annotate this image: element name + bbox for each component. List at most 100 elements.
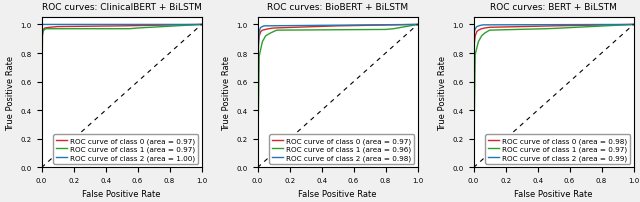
ROC curve of class 2 (area = 0.98): [255, 38, 262, 41]
Title: ROC curves: ClinicalBERT + BiLSTM: ROC curves: ClinicalBERT + BiLSTM: [42, 3, 202, 12]
ROC curve of class 0 (area = 0.97): [198, 24, 205, 26]
ROC curve of class 1 (area = 0.97): [486, 30, 493, 32]
ROC curve of class 0 (area = 0.97): [118, 25, 125, 28]
ROC curve of class 2 (area = 1.00): [38, 27, 46, 29]
ROC curve of class 0 (area = 0.97): [255, 36, 263, 38]
ROC curve of class 2 (area = 0.99): [630, 24, 637, 26]
ROC curve of class 0 (area = 0.98): [550, 25, 557, 28]
ROC curve of class 1 (area = 0.97): [125, 28, 134, 31]
ROC curve of class 1 (area = 0.97): [134, 28, 141, 30]
ROC curve of class 1 (area = 0.97): [470, 166, 477, 169]
ROC curve of class 0 (area = 0.97): [38, 36, 46, 38]
ROC curve of class 2 (area = 1.00): [38, 166, 45, 169]
ROC curve of class 0 (area = 0.97): [40, 30, 47, 32]
ROC curve of class 2 (area = 0.98): [255, 53, 262, 55]
ROC curve of class 1 (area = 0.97): [475, 41, 483, 44]
Line: ROC curve of class 0 (area = 0.97): ROC curve of class 0 (area = 0.97): [42, 25, 202, 168]
Line: ROC curve of class 1 (area = 0.97): ROC curve of class 1 (area = 0.97): [474, 25, 634, 168]
ROC curve of class 1 (area = 0.97): [42, 28, 49, 31]
ROC curve of class 1 (area = 0.96): [255, 55, 263, 58]
Line: ROC curve of class 1 (area = 0.97): ROC curve of class 1 (area = 0.97): [42, 25, 202, 168]
ROC curve of class 2 (area = 0.99): [479, 24, 487, 27]
Line: ROC curve of class 2 (area = 0.98): ROC curve of class 2 (area = 0.98): [258, 25, 418, 168]
ROC curve of class 0 (area = 0.97): [41, 28, 49, 30]
Title: ROC curves: BERT + BiLSTM: ROC curves: BERT + BiLSTM: [490, 3, 617, 12]
ROC curve of class 1 (area = 0.96): [414, 24, 422, 26]
X-axis label: False Positive Rate: False Positive Rate: [83, 189, 161, 198]
ROC curve of class 0 (area = 0.98): [475, 30, 483, 32]
ROC curve of class 1 (area = 0.97): [477, 36, 486, 38]
ROC curve of class 2 (area = 0.99): [473, 26, 481, 29]
Legend: ROC curve of class 0 (area = 0.98), ROC curve of class 1 (area = 0.97), ROC curv: ROC curve of class 0 (area = 0.98), ROC …: [485, 135, 630, 164]
Line: ROC curve of class 2 (area = 1.00): ROC curve of class 2 (area = 1.00): [42, 25, 202, 168]
ROC curve of class 2 (area = 1.00): [40, 24, 47, 26]
ROC curve of class 1 (area = 0.97): [38, 34, 46, 37]
ROC curve of class 0 (area = 0.98): [477, 28, 486, 31]
Line: ROC curve of class 0 (area = 0.97): ROC curve of class 0 (area = 0.97): [258, 25, 418, 168]
ROC curve of class 1 (area = 0.97): [472, 54, 479, 56]
ROC curve of class 0 (area = 0.98): [470, 43, 478, 45]
ROC curve of class 0 (area = 0.97): [334, 25, 342, 28]
ROC curve of class 0 (area = 0.97): [255, 44, 262, 46]
ROC curve of class 1 (area = 0.96): [273, 30, 281, 32]
ROC curve of class 0 (area = 0.97): [54, 26, 61, 29]
Legend: ROC curve of class 0 (area = 0.97), ROC curve of class 1 (area = 0.96), ROC curv: ROC curve of class 0 (area = 0.97), ROC …: [269, 135, 414, 164]
ROC curve of class 2 (area = 0.99): [472, 28, 479, 31]
ROC curve of class 2 (area = 0.98): [256, 28, 264, 31]
ROC curve of class 0 (area = 0.97): [40, 29, 47, 32]
Line: ROC curve of class 2 (area = 0.99): ROC curve of class 2 (area = 0.99): [474, 25, 634, 168]
Y-axis label: True Positive Rate: True Positive Rate: [222, 56, 231, 130]
ROC curve of class 0 (area = 0.97): [265, 28, 273, 31]
Legend: ROC curve of class 0 (area = 0.97), ROC curve of class 1 (area = 0.97), ROC curv: ROC curve of class 0 (area = 0.97), ROC …: [53, 135, 198, 164]
ROC curve of class 2 (area = 0.99): [470, 31, 478, 34]
ROC curve of class 1 (area = 0.97): [541, 28, 549, 31]
ROC curve of class 0 (area = 0.98): [473, 31, 481, 34]
ROC curve of class 0 (area = 0.97): [257, 31, 265, 34]
ROC curve of class 2 (area = 0.99): [470, 166, 477, 169]
ROC curve of class 0 (area = 0.98): [472, 36, 479, 38]
Y-axis label: True Positive Rate: True Positive Rate: [438, 56, 447, 130]
ROC curve of class 1 (area = 0.97): [41, 29, 49, 32]
X-axis label: False Positive Rate: False Positive Rate: [515, 189, 593, 198]
X-axis label: False Positive Rate: False Positive Rate: [298, 189, 377, 198]
ROC curve of class 1 (area = 0.97): [198, 24, 205, 26]
ROC curve of class 2 (area = 0.98): [254, 166, 262, 169]
ROC curve of class 1 (area = 0.97): [630, 24, 637, 26]
ROC curve of class 2 (area = 1.00): [41, 24, 49, 26]
ROC curve of class 0 (area = 0.98): [470, 166, 477, 169]
ROC curve of class 1 (area = 0.96): [390, 28, 397, 31]
ROC curve of class 1 (area = 0.96): [254, 166, 262, 169]
ROC curve of class 2 (area = 0.98): [260, 25, 268, 28]
Line: ROC curve of class 1 (area = 0.96): ROC curve of class 1 (area = 0.96): [258, 25, 418, 168]
ROC curve of class 1 (area = 0.97): [38, 166, 45, 169]
ROC curve of class 1 (area = 0.97): [550, 28, 557, 31]
ROC curve of class 2 (area = 1.00): [38, 25, 46, 27]
ROC curve of class 0 (area = 0.97): [259, 30, 266, 32]
ROC curve of class 1 (area = 0.97): [40, 31, 47, 33]
ROC curve of class 0 (area = 0.97): [40, 28, 48, 31]
ROC curve of class 0 (area = 0.97): [414, 24, 422, 26]
ROC curve of class 1 (area = 0.97): [40, 30, 48, 32]
ROC curve of class 1 (area = 0.97): [481, 33, 489, 35]
ROC curve of class 2 (area = 0.99): [476, 25, 484, 27]
ROC curve of class 0 (area = 0.98): [630, 24, 637, 26]
Title: ROC curves: BioBERT + BiLSTM: ROC curves: BioBERT + BiLSTM: [267, 3, 408, 12]
ROC curve of class 0 (area = 0.98): [486, 27, 493, 29]
ROC curve of class 1 (area = 0.96): [267, 33, 275, 35]
ROC curve of class 1 (area = 0.96): [259, 41, 266, 44]
ROC curve of class 2 (area = 0.98): [414, 24, 422, 26]
Y-axis label: True Positive Rate: True Positive Rate: [6, 56, 15, 130]
ROC curve of class 0 (area = 0.97): [38, 166, 45, 169]
ROC curve of class 2 (area = 1.00): [198, 24, 205, 26]
ROC curve of class 2 (area = 0.98): [257, 27, 265, 29]
ROC curve of class 0 (area = 0.97): [254, 166, 262, 169]
ROC curve of class 0 (area = 0.97): [270, 28, 278, 30]
ROC curve of class 1 (area = 0.96): [381, 29, 389, 32]
Line: ROC curve of class 0 (area = 0.98): ROC curve of class 0 (area = 0.98): [474, 25, 634, 168]
ROC curve of class 1 (area = 0.96): [262, 36, 269, 38]
ROC curve of class 0 (area = 0.97): [46, 27, 54, 29]
ROC curve of class 0 (area = 0.97): [39, 31, 47, 34]
ROC curve of class 2 (area = 0.99): [470, 38, 478, 41]
ROC curve of class 2 (area = 0.98): [255, 31, 263, 34]
ROC curve of class 0 (area = 0.98): [481, 28, 489, 30]
